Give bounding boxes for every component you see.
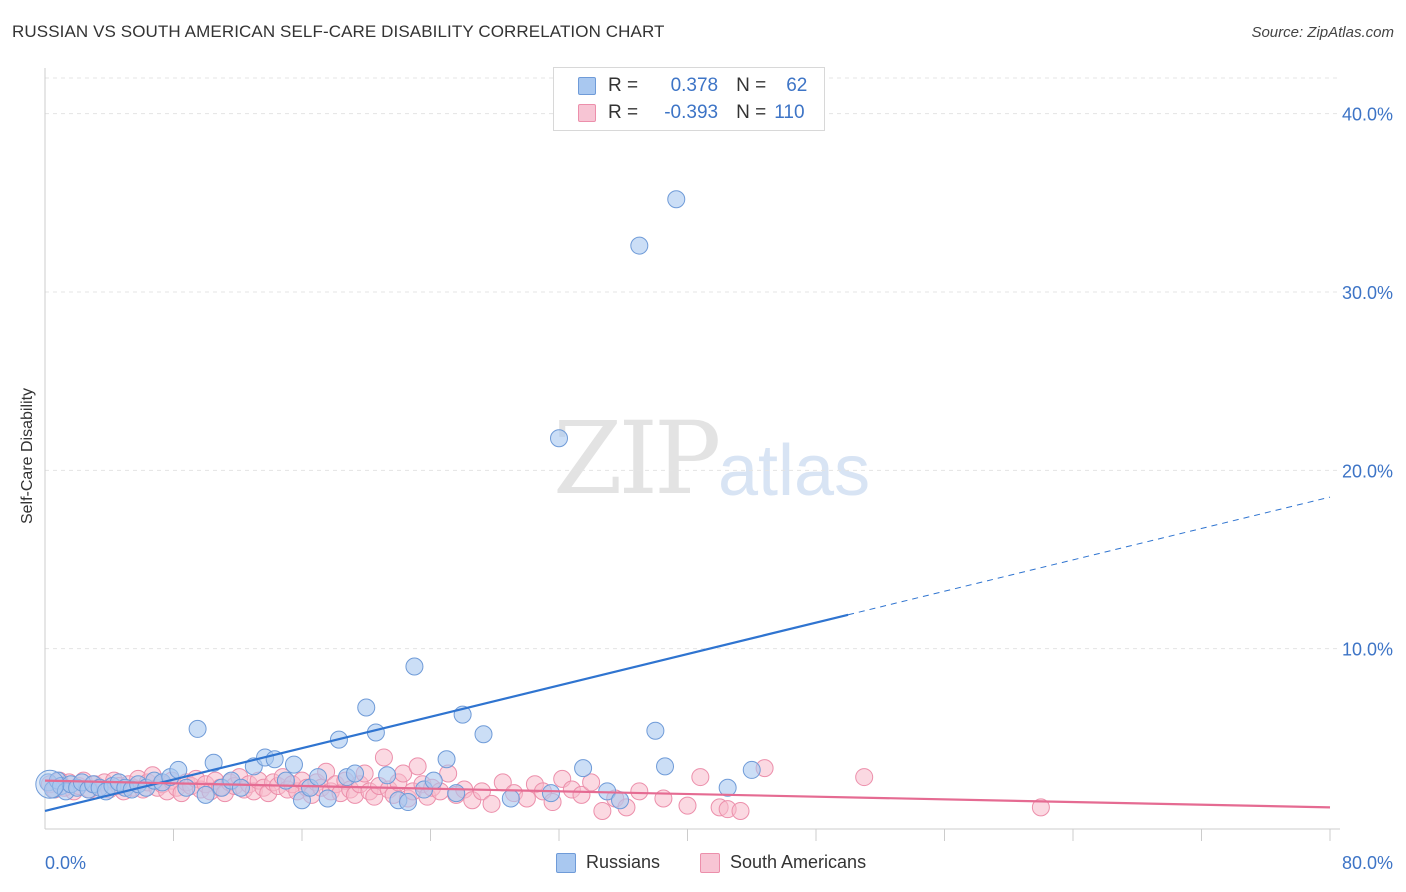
watermark-atlas: atlas — [718, 431, 871, 511]
x-tick-label-left: 0.0% — [45, 853, 86, 873]
russian-point — [656, 757, 675, 776]
y-tick-label: 40.0% — [1342, 105, 1393, 125]
legend-r-value: 0.378 — [670, 75, 719, 96]
tick-labels: 10.0% 20.0% 30.0% 40.0% 0.0% 80.0% — [45, 105, 1393, 873]
south-american-point — [855, 768, 874, 787]
russian-point — [188, 719, 207, 738]
legend-n-label: N = — [736, 102, 767, 123]
legend-row-russians: R = 0.378 N = 62 — [554, 74, 807, 98]
russian-point — [646, 721, 665, 740]
south-americans-swatch-icon — [578, 104, 596, 122]
legend-r-label: R = — [608, 102, 639, 123]
russian-point — [611, 791, 630, 810]
south-americans-legend-icon — [700, 852, 720, 873]
bottom-legend-south-americans: South Americans — [700, 852, 866, 873]
x-tick-label-right: 80.0% — [1342, 853, 1393, 873]
russian-point — [474, 725, 493, 744]
y-tick-label: 20.0% — [1342, 461, 1393, 481]
russian-point — [667, 190, 686, 209]
gridlines — [45, 77, 1340, 650]
axes — [44, 68, 1340, 841]
south-american-point — [630, 782, 649, 801]
russian-point — [541, 784, 560, 803]
russian-point — [550, 429, 568, 448]
russian-point — [318, 789, 337, 808]
correlation-legend: R = 0.378 N = 62 R = -0.393 N = 110 — [553, 67, 825, 131]
russian-point — [405, 657, 424, 676]
south-american-point — [472, 782, 491, 801]
russians-trend-extension — [848, 496, 1331, 616]
chart-title: RUSSIAN VS SOUTH AMERICAN SELF-CARE DISA… — [12, 22, 665, 41]
russians-points — [35, 190, 761, 812]
y-tick-label: 30.0% — [1342, 283, 1393, 303]
russian-point — [309, 768, 328, 787]
russian-point — [630, 236, 649, 255]
russian-point — [424, 771, 443, 790]
source-label: Source: ZipAtlas.com — [1251, 24, 1394, 41]
south-americans-trend-line — [44, 779, 1331, 809]
south-american-point — [374, 748, 393, 767]
south-american-point — [408, 757, 427, 776]
russians-trend-line — [44, 613, 849, 813]
russian-point — [177, 778, 196, 797]
russians-legend-label: Russians — [586, 852, 661, 872]
y-tick-label: 10.0% — [1342, 640, 1393, 660]
south-american-point — [593, 801, 612, 820]
russian-point — [204, 753, 223, 772]
russian-point — [718, 778, 737, 797]
russian-point — [399, 793, 418, 812]
legend-n-label: N = — [736, 75, 767, 96]
russian-point — [346, 764, 365, 783]
legend-n-value: 110 — [774, 102, 805, 123]
legend-row-south-americans: R = -0.393 N = 110 — [554, 101, 805, 125]
russian-point — [501, 789, 520, 808]
russian-point — [284, 755, 303, 774]
russians-legend-icon — [556, 852, 576, 873]
watermark-zip: ZIP — [553, 400, 721, 517]
russian-point — [378, 766, 397, 785]
south-american-point — [1031, 798, 1050, 817]
legend-r-value: -0.393 — [664, 102, 719, 123]
russian-point — [742, 760, 761, 779]
russians-swatch-icon — [578, 77, 596, 95]
south-american-point — [731, 801, 750, 820]
russian-point — [437, 750, 456, 769]
russian-point — [196, 785, 215, 804]
south-american-point — [678, 796, 697, 815]
russian-point — [574, 759, 593, 778]
trend-lines — [44, 496, 1331, 813]
legend-r-label: R = — [608, 75, 639, 96]
russian-point — [447, 784, 466, 803]
south-american-point — [482, 794, 501, 813]
south-american-point — [691, 768, 710, 787]
bottom-legend-russians: Russians — [556, 852, 660, 873]
russian-point — [35, 769, 65, 799]
south-americans-legend-label: South Americans — [730, 852, 867, 872]
russian-point — [357, 698, 376, 717]
russian-point — [231, 778, 250, 797]
legend-n-value: 62 — [786, 75, 808, 96]
